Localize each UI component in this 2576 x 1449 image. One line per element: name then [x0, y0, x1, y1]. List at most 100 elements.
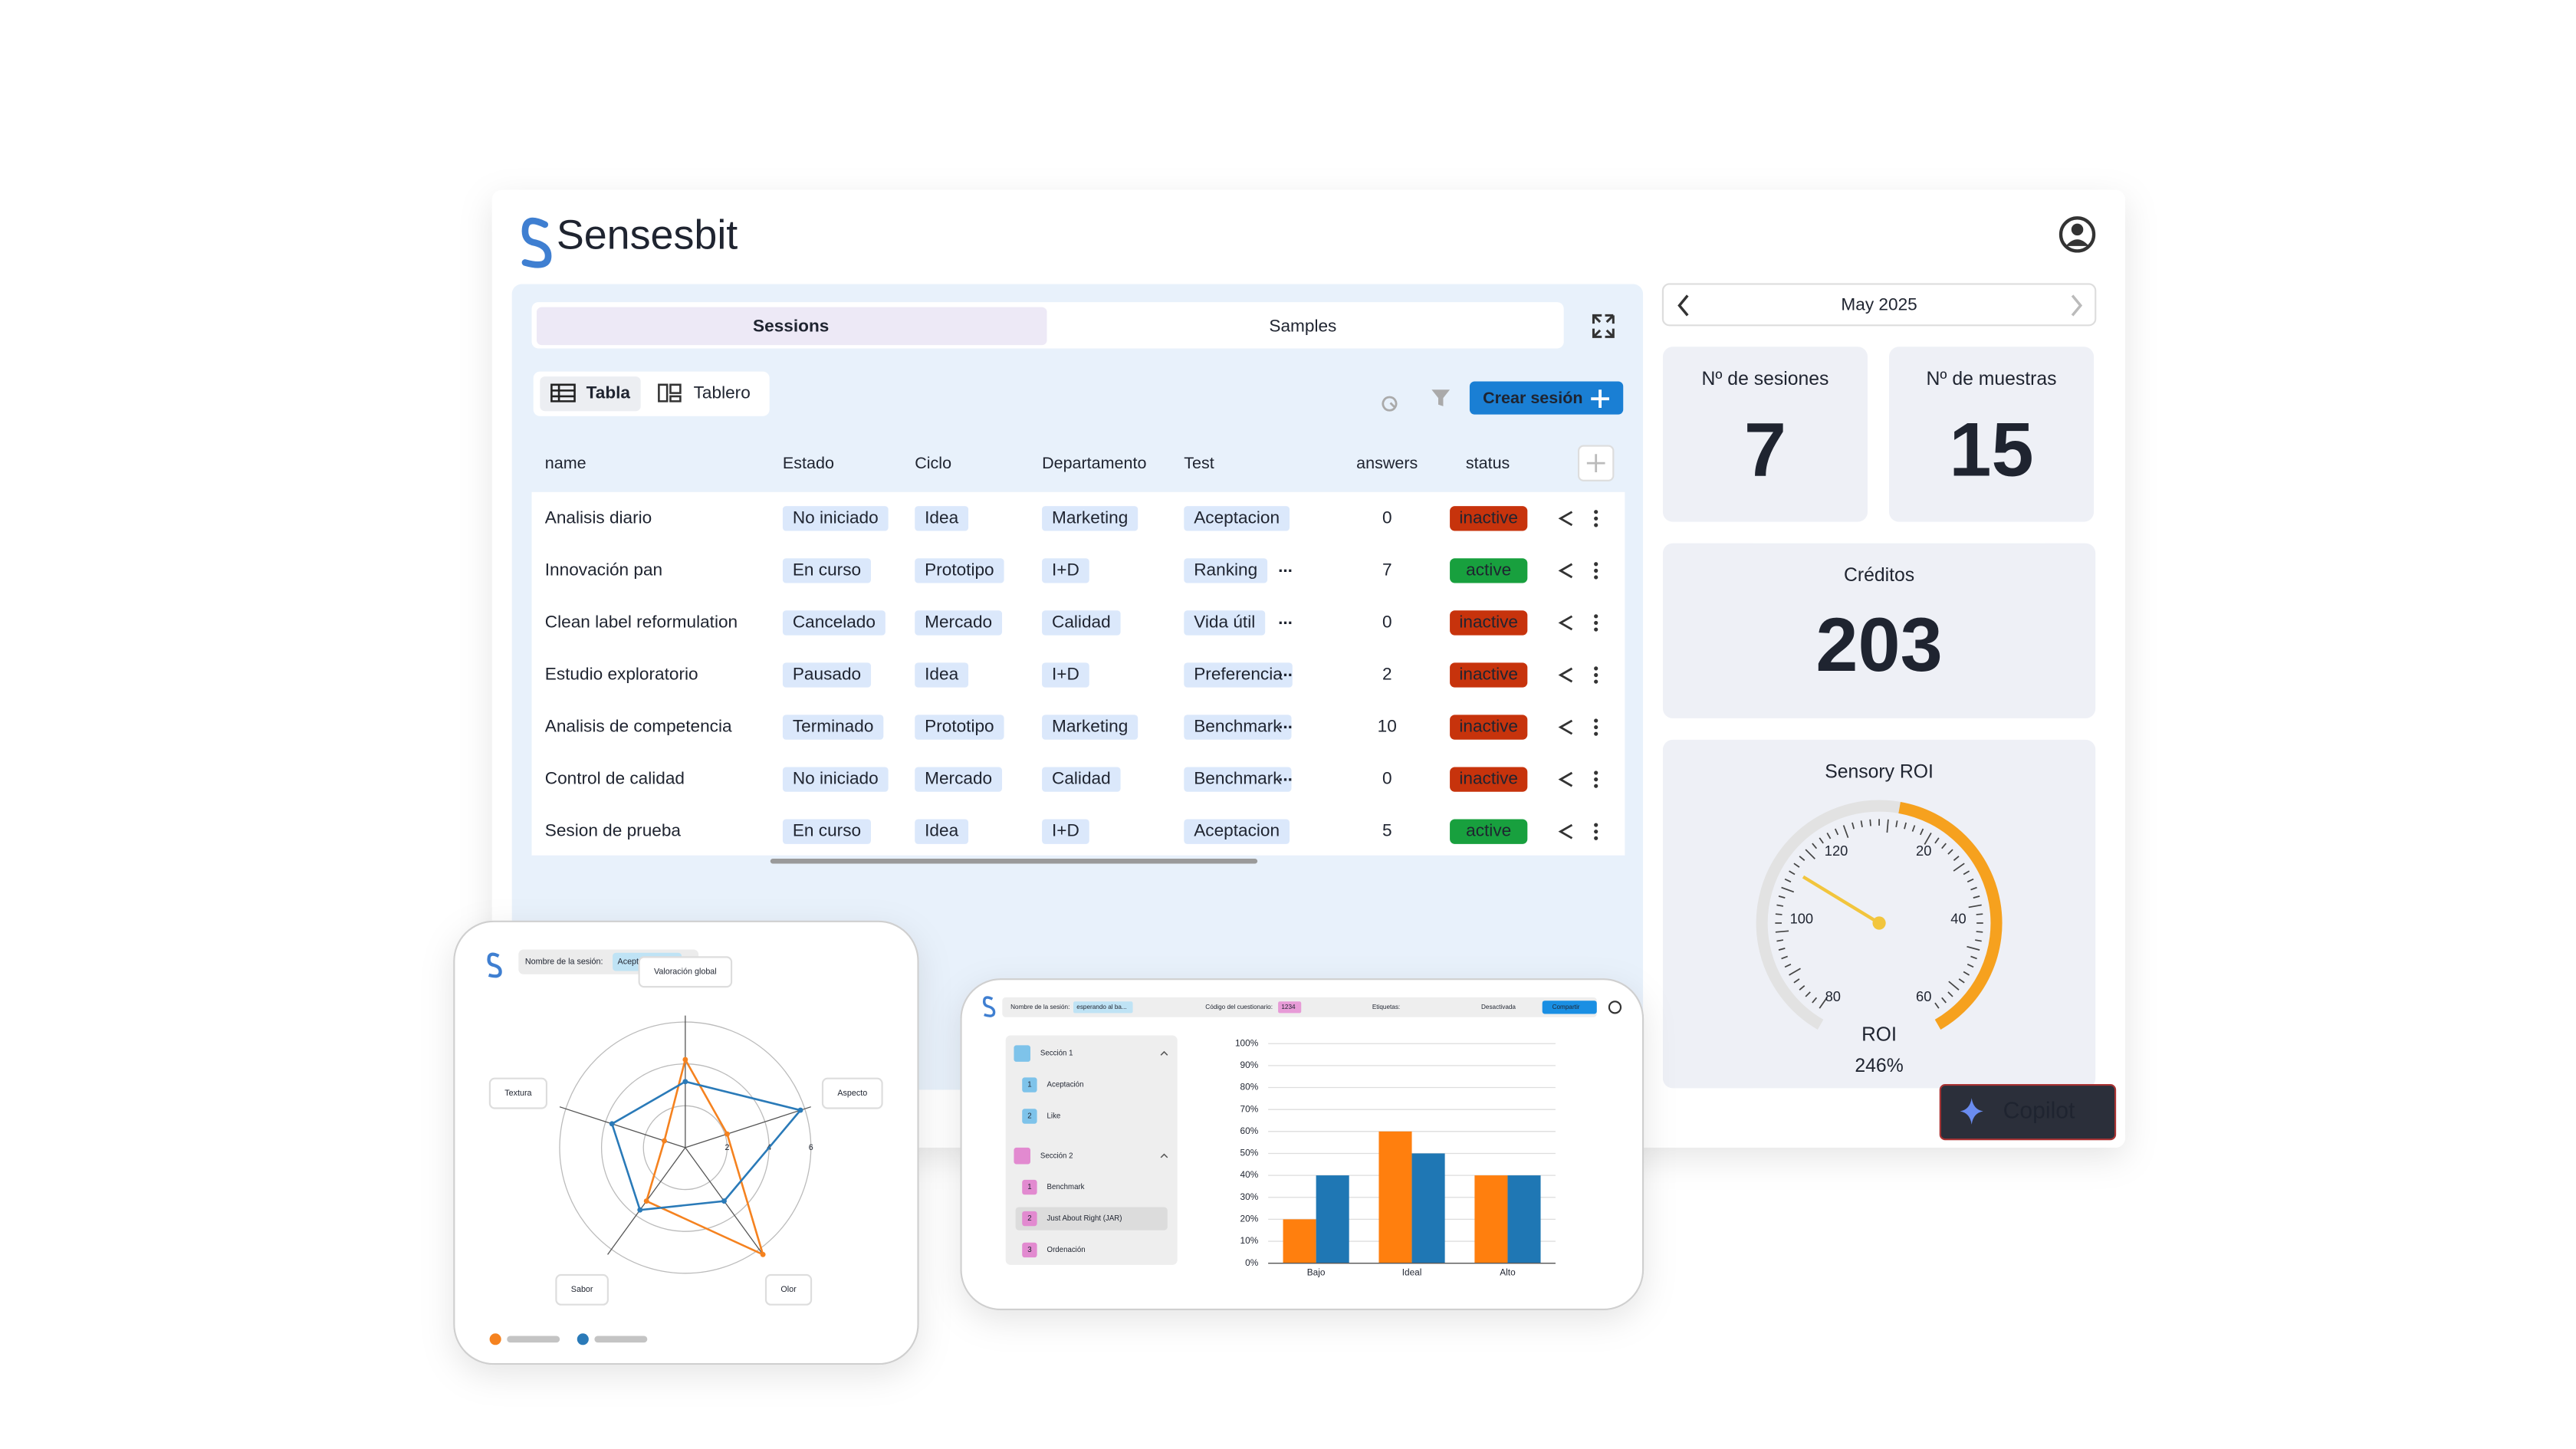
- gauge-tick: [1970, 955, 1977, 960]
- more: ...: [1278, 713, 1293, 732]
- tag-label: Pausado: [793, 664, 861, 683]
- menu-dot[interactable]: [1594, 627, 1598, 632]
- legend-placeholder: [507, 1336, 560, 1343]
- view-tab[interactable]: Tablero: [694, 383, 751, 402]
- gauge-tick: [1975, 939, 1982, 942]
- share-label: Compartir: [1552, 1004, 1580, 1010]
- search-icon[interactable]: [1382, 396, 1398, 412]
- legend-dot[interactable]: [489, 1333, 501, 1346]
- stat-label: Nº de muestras: [1927, 369, 2057, 389]
- menu-dot[interactable]: [1594, 777, 1598, 782]
- credits-label: Créditos: [1844, 565, 1914, 586]
- tag: [915, 506, 969, 531]
- tab-active[interactable]: [537, 307, 1047, 346]
- create-button[interactable]: [1469, 381, 1624, 415]
- collapse-icon[interactable]: [1160, 1153, 1168, 1158]
- share-icon[interactable]: [1558, 615, 1573, 631]
- radar-label-box: [555, 1273, 609, 1306]
- menu-dot[interactable]: [1594, 523, 1598, 527]
- next-month[interactable]: [2071, 294, 2083, 317]
- gauge-needle: [1802, 875, 1881, 925]
- credits-value: 203: [1815, 602, 1942, 687]
- share-button[interactable]: [1542, 1001, 1597, 1014]
- share-icon[interactable]: [1558, 771, 1573, 787]
- column-header: Test: [1184, 454, 1214, 472]
- tag: [1042, 819, 1089, 844]
- gauge-label: 120: [1825, 843, 1848, 859]
- tag: [1042, 767, 1121, 792]
- menu-dot[interactable]: [1594, 510, 1598, 514]
- radar-point: [662, 1138, 667, 1144]
- item-label[interactable]: Ordenación: [1047, 1246, 1086, 1254]
- plus-icon: [1591, 389, 1609, 408]
- radar-axis: [685, 1106, 811, 1148]
- menu-dot[interactable]: [1594, 672, 1598, 678]
- copilot-button[interactable]: [1939, 1084, 2117, 1141]
- menu-dot[interactable]: [1594, 620, 1598, 626]
- status-label: inactive: [1459, 664, 1518, 683]
- user-icon[interactable]: [2058, 216, 2096, 253]
- column-header: status: [1466, 454, 1510, 472]
- gauge-tick: [1869, 819, 1871, 826]
- item-label[interactable]: Benchmark: [1047, 1183, 1085, 1191]
- item-label[interactable]: Aceptación: [1047, 1081, 1084, 1089]
- gauge-tick: [1963, 971, 1970, 976]
- menu-dot[interactable]: [1594, 724, 1598, 730]
- y-tick-label: 60%: [1240, 1125, 1259, 1136]
- menu-dot[interactable]: [1594, 770, 1598, 775]
- menu-dot[interactable]: [1594, 562, 1598, 567]
- tag-label: No iniciado: [793, 508, 879, 527]
- tab[interactable]: Samples: [1269, 316, 1336, 335]
- tab[interactable]: Sessions: [753, 316, 829, 335]
- fullscreen-icon[interactable]: [1592, 314, 1615, 338]
- legend-dot[interactable]: [577, 1333, 589, 1346]
- radar-point: [797, 1107, 803, 1113]
- menu-dot[interactable]: [1594, 516, 1598, 521]
- gauge-tick: [1948, 981, 1960, 991]
- collapse-icon[interactable]: [1160, 1050, 1168, 1056]
- menu-dot[interactable]: [1594, 823, 1598, 827]
- share-icon[interactable]: [1558, 563, 1573, 579]
- gauge-tick: [1778, 895, 1786, 899]
- tag: [1184, 662, 1293, 688]
- share-icon[interactable]: [1558, 511, 1573, 527]
- menu-dot[interactable]: [1594, 836, 1598, 840]
- share-icon[interactable]: [1558, 667, 1573, 683]
- filter-icon[interactable]: [1431, 389, 1451, 406]
- item-label[interactable]: Just About Right (JAR): [1047, 1214, 1122, 1223]
- tag: [915, 715, 1004, 740]
- item-number: 1: [1027, 1081, 1031, 1089]
- tag-label: Mercado: [925, 612, 992, 631]
- user-icon[interactable]: [1608, 1001, 1622, 1014]
- gauge-tick: [1805, 991, 1811, 997]
- menu-dot[interactable]: [1594, 830, 1598, 834]
- view-tab[interactable]: Tabla: [586, 383, 631, 402]
- share-icon[interactable]: [1558, 719, 1573, 735]
- menu-dot[interactable]: [1594, 731, 1598, 736]
- status-pill: [1450, 558, 1528, 583]
- menu-dot[interactable]: [1594, 568, 1598, 573]
- menu-dot[interactable]: [1594, 575, 1598, 580]
- bar: [1378, 1131, 1412, 1263]
- radar-point: [609, 1121, 615, 1127]
- radar-label-box: [821, 1077, 883, 1109]
- y-tick-label: 50%: [1240, 1148, 1259, 1158]
- tag-label: En curso: [793, 560, 861, 579]
- cell-answers: 5: [1382, 821, 1392, 840]
- menu-dot[interactable]: [1594, 718, 1598, 723]
- menu-dot[interactable]: [1594, 784, 1598, 788]
- tag: [782, 558, 872, 583]
- menu-dot[interactable]: [1594, 614, 1598, 619]
- menu-dot[interactable]: [1594, 666, 1598, 671]
- item-label[interactable]: Like: [1047, 1112, 1061, 1121]
- tag: [782, 662, 872, 688]
- share-icon[interactable]: [1558, 823, 1573, 840]
- prev-month[interactable]: [1677, 294, 1689, 317]
- more: ...: [1278, 661, 1293, 680]
- tag-label: Aceptacion: [1194, 508, 1280, 527]
- gauge-tick: [1860, 820, 1863, 828]
- tag-label: Calidad: [1052, 612, 1111, 631]
- item-badge: [1022, 1211, 1037, 1227]
- menu-dot[interactable]: [1594, 679, 1598, 684]
